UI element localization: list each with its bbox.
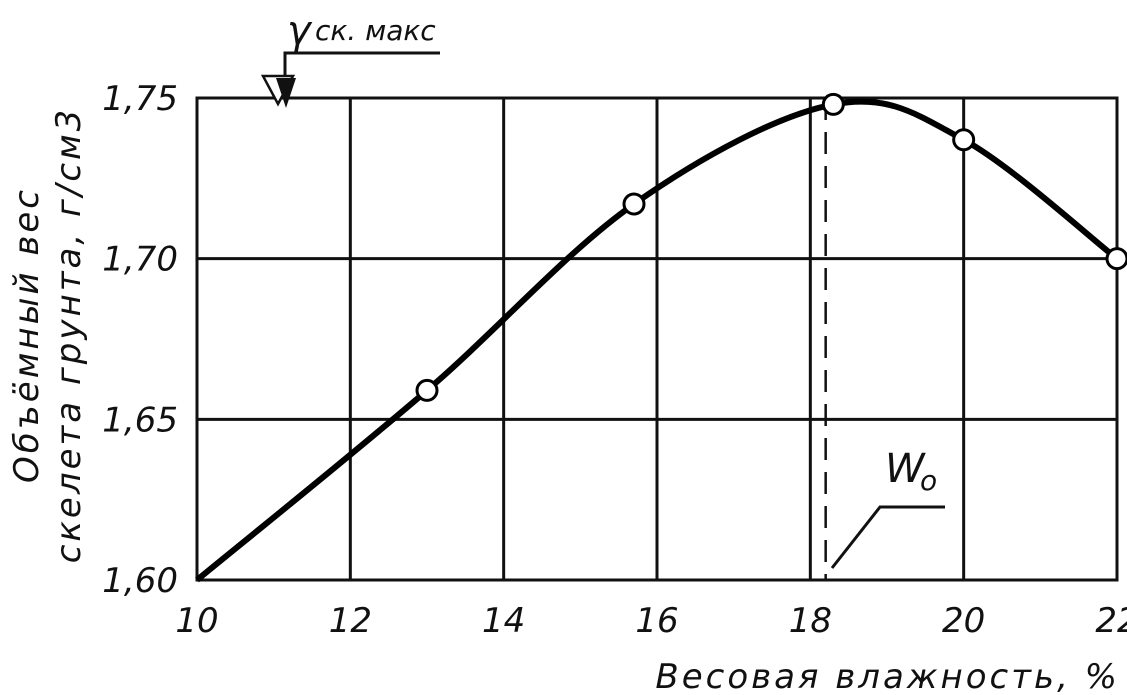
- data-point-3: [952, 128, 976, 152]
- y-axis-title-line2: скелета грунта, г/см3: [49, 107, 89, 564]
- optimum-moisture-subscript: o: [920, 464, 937, 497]
- x-tick-label: 22: [1095, 601, 1127, 641]
- max-density-arrow-head-icon: [276, 78, 296, 108]
- y-tick-label: 1,75: [102, 79, 178, 119]
- optimum-moisture-symbol: W: [885, 446, 926, 492]
- data-point-0: [415, 378, 439, 402]
- grid: [195, 96, 1119, 582]
- x-tick-labels: 10 12 14 16 18 20 22: [175, 601, 1127, 641]
- x-tick-label: 20: [942, 601, 985, 641]
- max-density-leader: [283, 51, 440, 90]
- x-axis-title: Весовая влажность, %: [655, 657, 1120, 695]
- y-tick-label: 1,70: [102, 240, 178, 280]
- max-density-subscript: ск. макс: [315, 14, 436, 47]
- series: [195, 92, 1127, 583]
- optimum-moisture-leader: [830, 505, 945, 569]
- max-density-symbol: γ: [287, 8, 313, 54]
- data-point-2: [821, 92, 845, 116]
- reference-lines: [197, 96, 834, 580]
- x-tick-label: 12: [329, 601, 372, 641]
- y-axis-title-line1: Объёмный вес: [7, 187, 47, 483]
- data-point-4: [1105, 247, 1127, 271]
- x-tick-label: 18: [789, 601, 832, 641]
- max-density-annotation: γ ск. макс: [260, 8, 440, 108]
- x-tick-label: 14: [482, 601, 525, 641]
- x-tick-label: 10: [175, 601, 218, 641]
- optimum-moisture-annotation: W o: [830, 446, 945, 569]
- y-tick-labels: 1,60 1,65 1,70 1,75: [102, 79, 178, 601]
- y-tick-label: 1,60: [102, 561, 178, 601]
- data-point-1: [622, 192, 646, 216]
- x-tick-label: 16: [635, 601, 678, 641]
- y-tick-label: 1,65: [102, 400, 178, 440]
